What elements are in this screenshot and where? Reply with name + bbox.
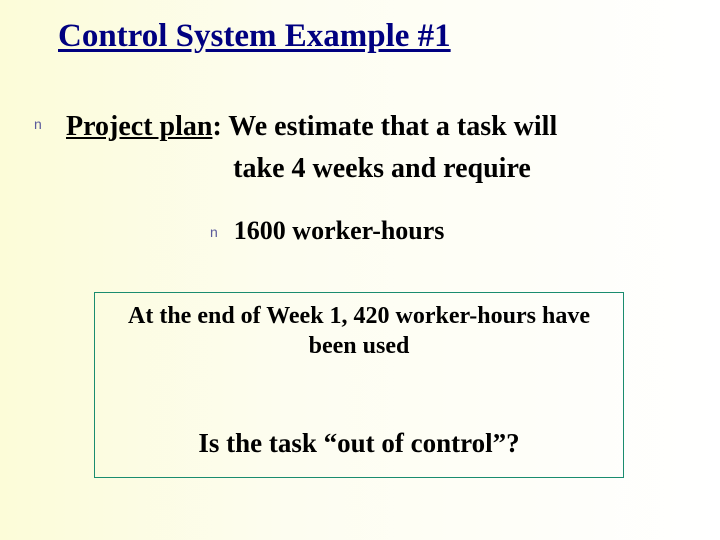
bullet-icon: n [34,116,42,132]
main-text-line1: Project plan: We estimate that a task wi… [66,106,680,148]
sub-text: 1600 worker-hours [234,216,445,245]
main-label: Project plan [66,111,212,142]
callout-box: At the end of Week 1, 420 worker-hours h… [94,292,624,478]
main-line1-rest: : We estimate that a task will [212,111,557,142]
slide-title: Control System Example #1 [58,18,451,55]
box-text-1: At the end of Week 1, 420 worker-hours h… [95,301,623,361]
main-text-line2: take 4 weeks and require [84,148,680,190]
main-bullet: n Project plan: We estimate that a task … [34,106,680,190]
box-text-2: Is the task “out of control”? [95,428,623,459]
sub-bullet: n 1600 worker-hours [210,216,444,246]
bullet-icon: n [210,224,218,240]
